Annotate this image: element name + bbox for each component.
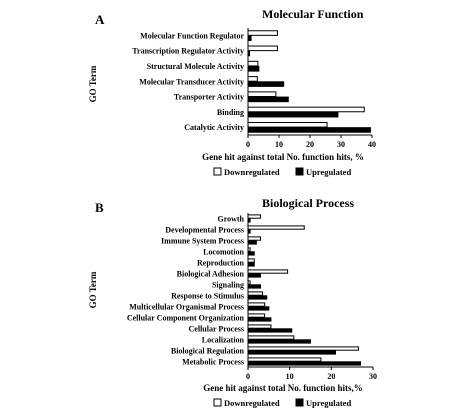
- legend-label: Upregulated: [306, 167, 351, 177]
- legend-label: Downregulated: [224, 398, 280, 408]
- bar-downregulated: [247, 357, 322, 362]
- category-label: Reproduction: [197, 258, 245, 267]
- bar-downregulated: [247, 258, 255, 263]
- panel-label: B: [95, 200, 104, 215]
- y-axis-label: GO Term: [88, 65, 98, 102]
- category-label: Binding: [217, 108, 244, 117]
- x-tick-label: 10: [286, 372, 294, 381]
- bar-downregulated: [247, 30, 278, 36]
- bar-upregulated: [247, 66, 260, 72]
- bar-upregulated: [247, 350, 336, 355]
- bar-downregulated: [247, 121, 328, 128]
- bar-upregulated: [247, 81, 285, 87]
- bar-upregulated: [247, 339, 311, 344]
- y-axis-label: GO Term: [88, 271, 98, 308]
- panel-b: B Biological Process GO Term Metabolic Proc…: [88, 196, 377, 408]
- x-tick-label: 10: [275, 140, 283, 149]
- bar-upregulated: [247, 273, 261, 278]
- category-label: Catalytic Activity: [184, 123, 244, 132]
- x-tick-label: 0: [246, 140, 250, 149]
- category-label: Biological Regulation: [171, 346, 245, 355]
- bar-downregulated: [247, 106, 365, 113]
- category-label: Localization: [202, 335, 245, 344]
- category-label: Developmental Process: [165, 225, 244, 234]
- x-axis-label: Gene hit against total No. function hits…: [202, 152, 364, 162]
- legend-swatch-downregulated: [213, 167, 222, 176]
- legend-swatch-upregulated: [295, 398, 304, 407]
- category-label: Growth: [217, 214, 244, 223]
- panel-label: A: [95, 12, 105, 27]
- x-tick-label: 30: [337, 140, 345, 149]
- bar-upregulated: [247, 317, 272, 322]
- bar-downregulated: [247, 335, 295, 340]
- category-label: Cellular Process: [189, 324, 244, 333]
- bar-downregulated: [247, 313, 266, 318]
- bar-downregulated: [247, 269, 289, 274]
- bar-upregulated: [247, 328, 293, 333]
- category-label: Multicellular Organismal Process: [129, 302, 244, 311]
- panel-a: A Molecular Function GO Term Catalytic Acti…: [88, 7, 376, 177]
- bar-downregulated: [247, 291, 264, 296]
- x-tick-label: 40: [368, 140, 376, 149]
- bar-downregulated: [247, 346, 359, 351]
- legend-swatch-downregulated: [213, 398, 222, 407]
- category-label: Metabolic Process: [182, 357, 244, 366]
- category-label: Biological Adhesion: [177, 269, 245, 278]
- category-label: Immune System Process: [161, 236, 244, 245]
- category-label: Molecular Transducer Activity: [139, 77, 244, 86]
- bar-downregulated: [247, 214, 261, 219]
- bar-downregulated: [247, 236, 261, 241]
- x-tick-label: 30: [369, 372, 377, 381]
- bar-downregulated: [247, 324, 272, 329]
- category-label: Signaling: [212, 280, 244, 289]
- x-tick-label: 20: [306, 140, 314, 149]
- bar-downregulated: [247, 302, 266, 307]
- category-label: Cellular Component Organization: [127, 313, 245, 322]
- category-label: Transcription Regulator Activity: [132, 47, 244, 56]
- category-label: Response to Stimulus: [171, 291, 244, 300]
- bar-upregulated: [247, 240, 257, 245]
- bar-upregulated: [247, 295, 268, 300]
- category-label: Locomotion: [203, 247, 244, 256]
- bar-upregulated: [247, 96, 289, 103]
- bar-upregulated: [247, 284, 261, 289]
- bar-downregulated: [247, 60, 259, 67]
- x-axis-label: Gene hit against total No. function hits…: [203, 383, 363, 393]
- bar-downregulated: [247, 225, 305, 230]
- bar-downregulated: [247, 76, 258, 82]
- bar-upregulated: [247, 127, 371, 133]
- legend-label: Downregulated: [224, 167, 280, 177]
- bar-upregulated: [247, 361, 361, 366]
- bar-downregulated: [247, 45, 278, 52]
- x-tick-label: 0: [246, 372, 250, 381]
- legend-swatch-upregulated: [295, 167, 304, 176]
- category-label: Structural Molecule Activity: [147, 62, 244, 71]
- x-tick-label: 20: [327, 372, 335, 381]
- panel-title: Molecular Function: [262, 7, 364, 21]
- legend-label: Upregulated: [306, 398, 351, 408]
- category-label: Transporter Activity: [174, 93, 244, 102]
- bar-upregulated: [247, 111, 339, 118]
- bar-upregulated: [247, 306, 270, 311]
- bar-upregulated: [247, 262, 255, 267]
- bar-upregulated: [247, 251, 255, 256]
- bar-downregulated: [247, 91, 277, 97]
- category-label: Molecular Function Regulator: [140, 31, 244, 40]
- panel-title: Biological Process: [262, 196, 354, 210]
